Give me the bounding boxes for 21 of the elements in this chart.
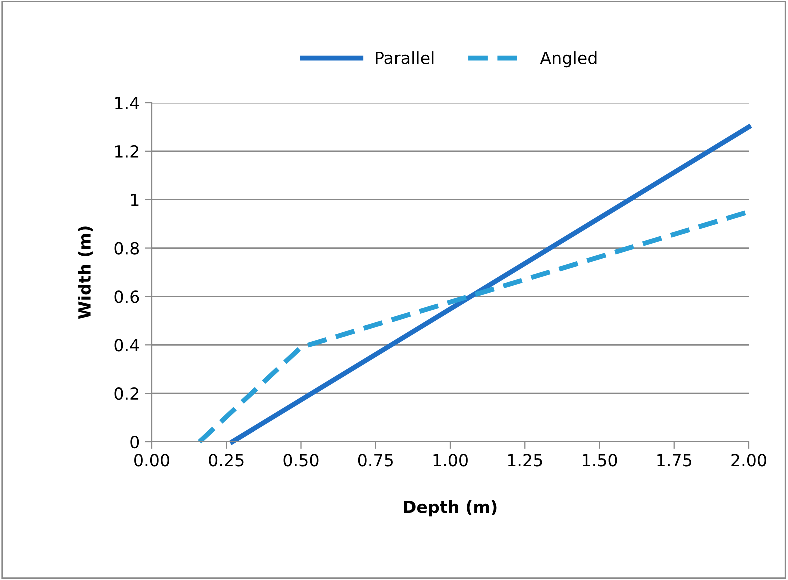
y-tick-label: 0.6	[114, 290, 140, 304]
x-tick-label: 0.50	[284, 454, 319, 467]
x-tick-label: 1.25	[508, 454, 542, 467]
x-tick-label: 1.75	[658, 454, 692, 467]
legend-label: Parallel	[376, 52, 434, 64]
x-axis-title: Depth (m)	[404, 500, 497, 517]
y-axis-title: Width (m)	[78, 226, 93, 320]
y-tick-label: 0	[130, 436, 140, 449]
y-tick-label: 1.4	[116, 97, 140, 110]
legend-label: Angled	[540, 52, 597, 68]
x-tick-label: 1.00	[434, 454, 468, 467]
y-tick-label: 1	[131, 194, 139, 206]
x-tick-label: 0.00	[134, 454, 170, 467]
x-tick-label: 0.25	[209, 454, 244, 467]
x-tick-label: 2.00	[732, 454, 766, 467]
x-tick-label: 1.50	[583, 454, 618, 467]
y-tick-label: 0.4	[114, 339, 140, 352]
y-tick-label: 0.2	[114, 388, 139, 400]
y-tick-label: 1.2	[116, 145, 139, 158]
x-tick-label: 0.75	[358, 454, 393, 467]
y-tick-label: 0.8	[114, 242, 140, 255]
